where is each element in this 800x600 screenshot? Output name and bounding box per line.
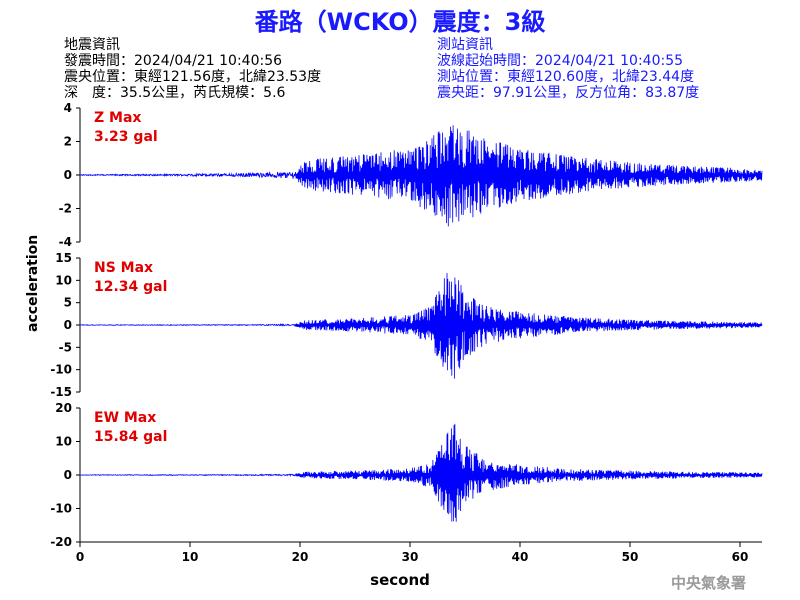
y-tick-label: -10 bbox=[50, 502, 72, 516]
y-tick-label: 20 bbox=[55, 401, 72, 415]
y-tick-label: -20 bbox=[50, 535, 72, 549]
y-tick-label: 10 bbox=[55, 273, 72, 287]
y-tick-label: -4 bbox=[59, 235, 72, 249]
trace-ns bbox=[79, 272, 763, 379]
epicentral-distance: 震央距：97.91公里，反方位角：83.87度 bbox=[437, 85, 700, 101]
y-tick-label: -10 bbox=[50, 363, 72, 377]
y-axis-label: acceleration bbox=[25, 234, 41, 332]
x-tick-label: 50 bbox=[622, 550, 639, 564]
station-info-heading: 測站資訊 bbox=[437, 37, 493, 53]
y-tick-label: 0 bbox=[64, 468, 72, 482]
y-tick-label: 15 bbox=[55, 251, 72, 265]
y-tick-label: 10 bbox=[55, 435, 72, 449]
x-tick-label: 10 bbox=[182, 550, 199, 564]
page-title: 番路（WCKO）震度：3級 bbox=[254, 8, 546, 36]
quake-info-heading: 地震資訊 bbox=[64, 37, 120, 53]
ns-max-label: NS Max bbox=[94, 260, 154, 276]
ns-max-value: 12.34 gal bbox=[94, 279, 168, 295]
x-tick-label: 30 bbox=[402, 550, 419, 564]
trace-z bbox=[79, 125, 763, 227]
quake-epicenter: 震央位置：東經121.56度，北緯23.53度 bbox=[64, 69, 322, 85]
x-tick-label: 60 bbox=[732, 550, 749, 564]
x-axis-label: second bbox=[370, 571, 430, 589]
y-tick-label: 0 bbox=[64, 168, 72, 182]
ew-max-label: EW Max bbox=[94, 410, 157, 426]
x-tick-label: 0 bbox=[76, 550, 84, 564]
y-tick-label: -5 bbox=[59, 340, 72, 354]
x-tick-label: 20 bbox=[292, 550, 309, 564]
z-max-label: Z Max bbox=[94, 110, 142, 126]
y-tick-label: -2 bbox=[59, 202, 72, 216]
z-max-value: 3.23 gal bbox=[94, 129, 158, 145]
y-tick-label: 2 bbox=[64, 135, 72, 149]
y-tick-label: 5 bbox=[64, 296, 72, 310]
agency-name: 中央氣象署 bbox=[670, 574, 746, 592]
y-tick-label: -15 bbox=[50, 385, 72, 399]
quake-time: 發震時間：2024/04/21 10:40:56 bbox=[64, 53, 283, 69]
y-tick-label: 0 bbox=[64, 318, 72, 332]
station-location: 測站位置：東經120.60度，北緯23.44度 bbox=[437, 69, 695, 85]
trace-ew bbox=[79, 423, 763, 522]
y-tick-label: 4 bbox=[64, 101, 72, 115]
x-tick-label: 40 bbox=[512, 550, 529, 564]
ew-max-value: 15.84 gal bbox=[94, 429, 168, 445]
wave-start-time: 波線起始時間：2024/04/21 10:40:55 bbox=[437, 53, 684, 69]
quake-depth-magnitude: 深 度：35.5公里，芮氏規模：5.6 bbox=[64, 85, 286, 101]
